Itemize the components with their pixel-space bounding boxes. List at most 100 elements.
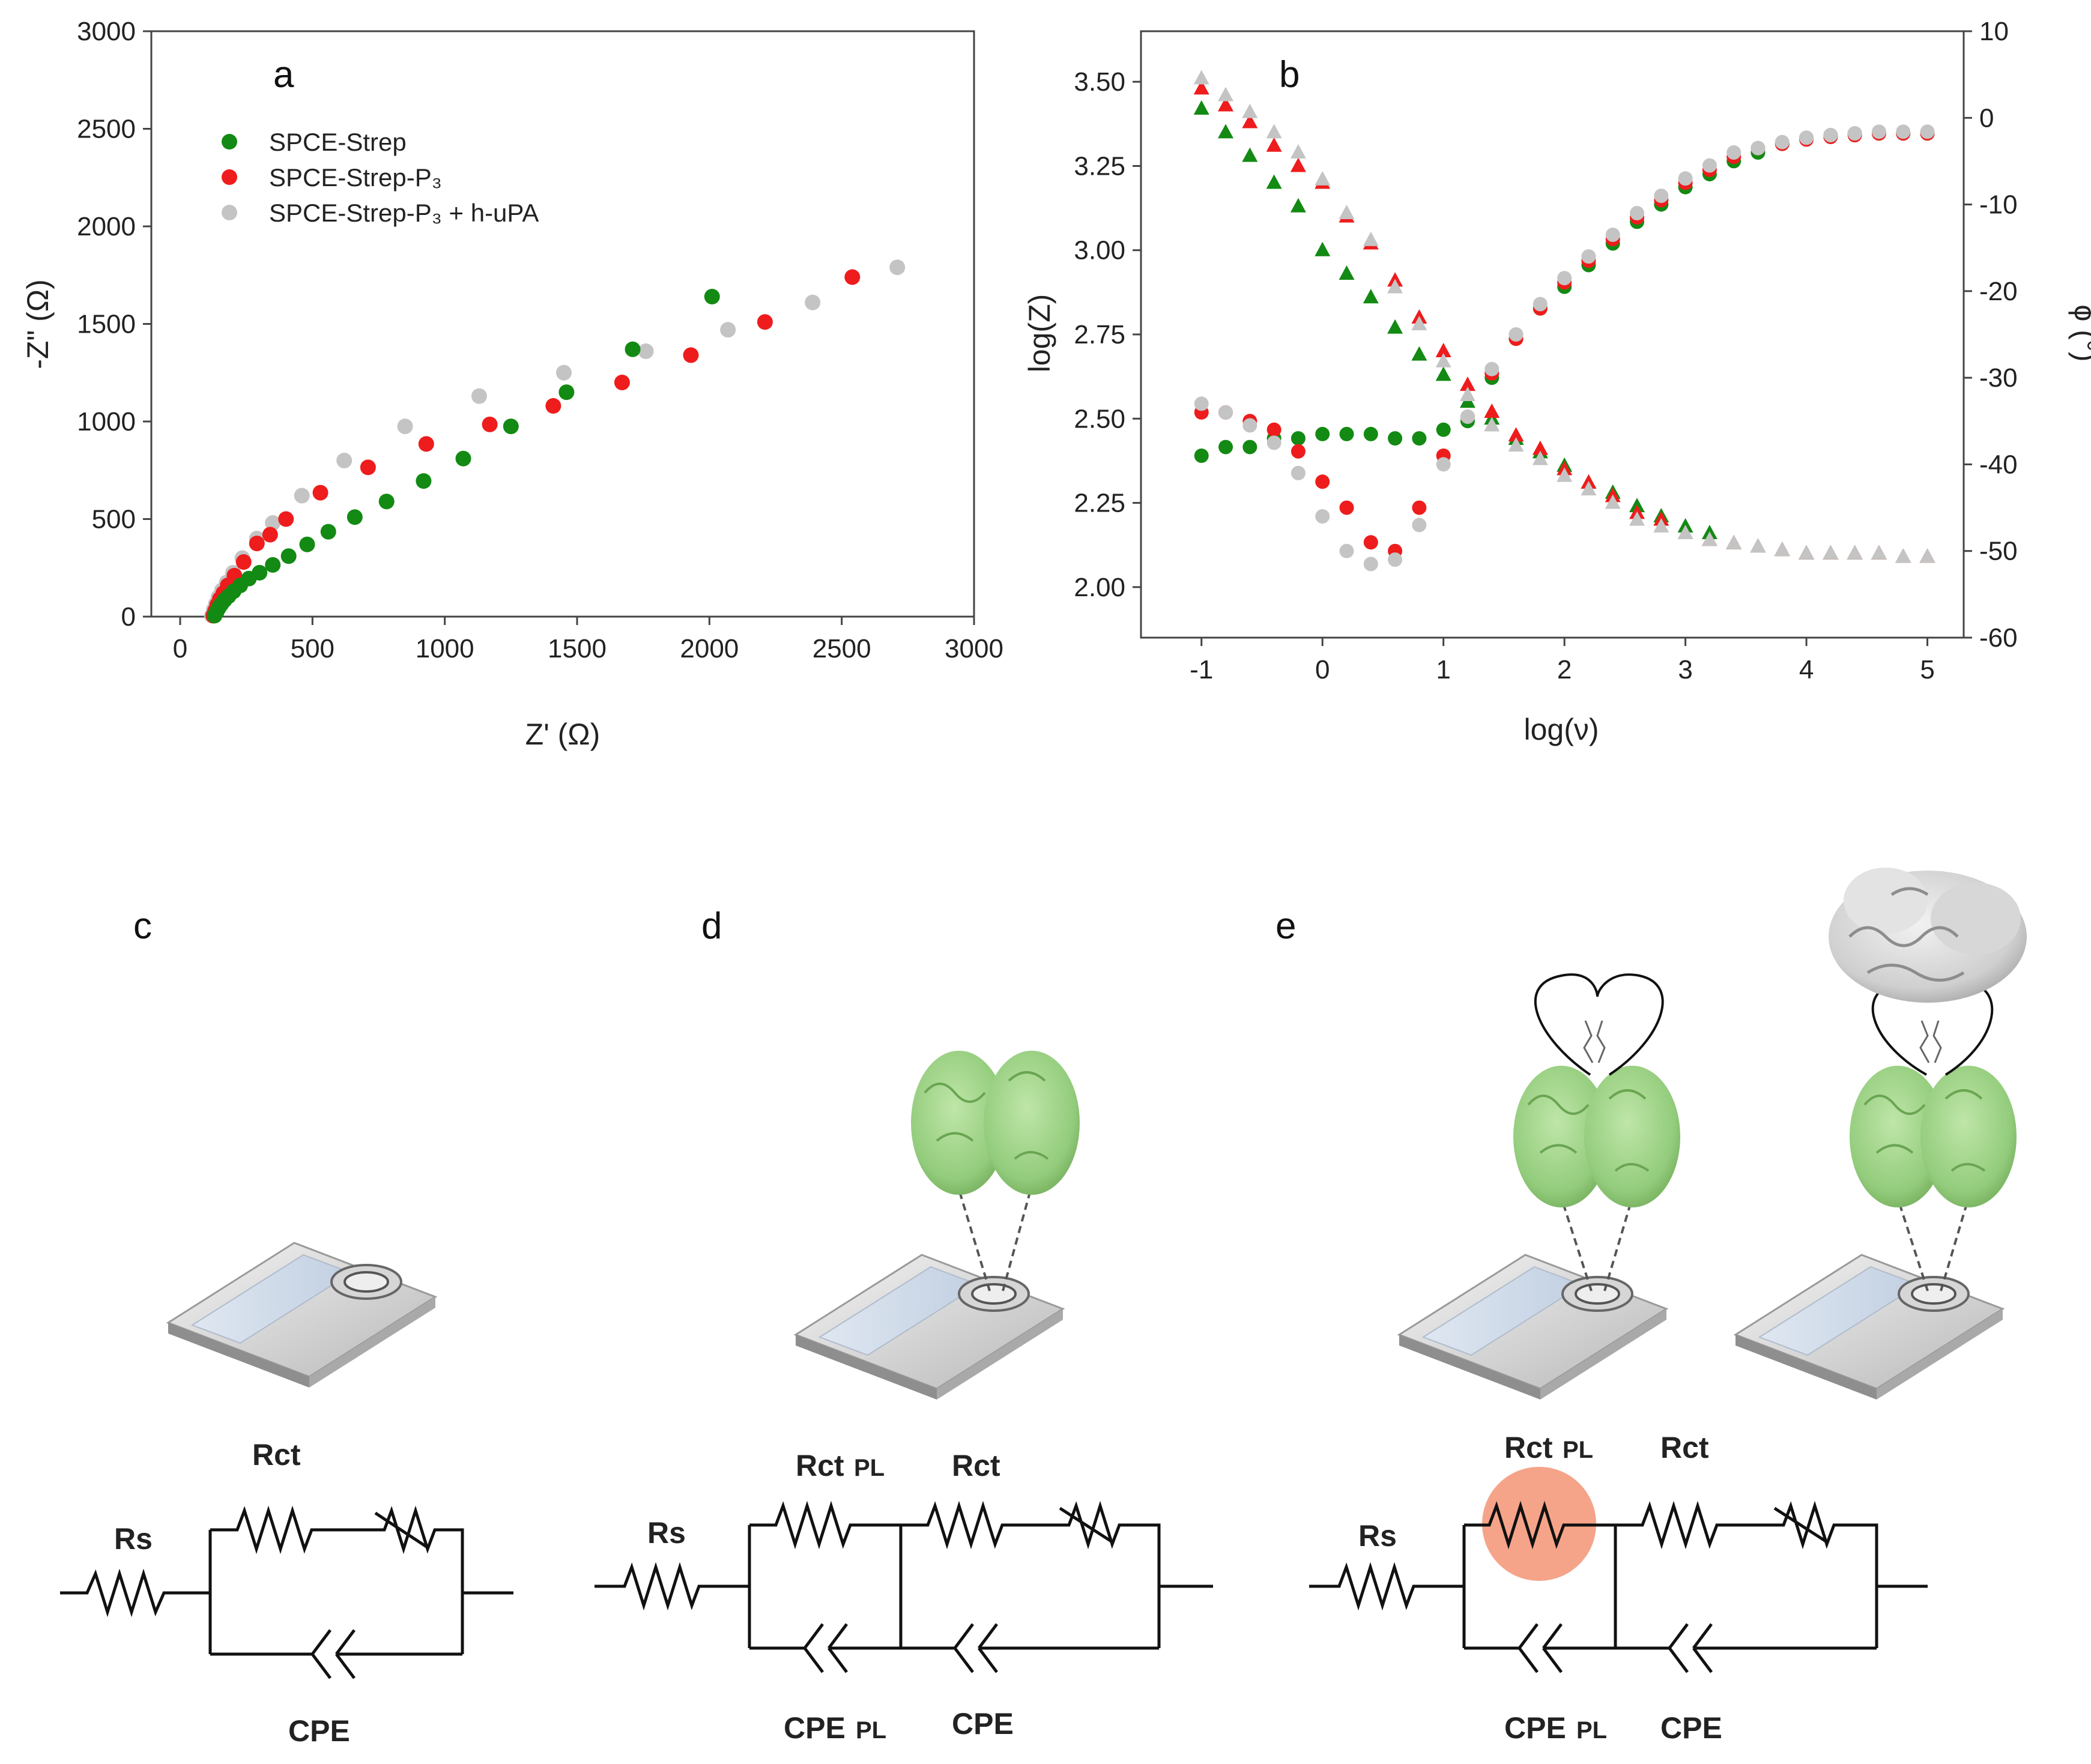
circle-p3	[1266, 422, 1282, 437]
circle-uPA	[1871, 124, 1886, 139]
point-uPA	[336, 453, 353, 468]
circle-uPA	[1775, 134, 1790, 150]
y-tick-label-a: 2500	[77, 115, 136, 144]
triangle-p3	[1532, 440, 1548, 455]
legend-marker-p3	[222, 169, 237, 185]
triangle-uPA	[1315, 171, 1331, 186]
triangle-strep	[1387, 319, 1403, 334]
point-uPA	[471, 388, 487, 404]
circle-uPA	[1218, 405, 1233, 420]
y-tick-label-b: 3.00	[1074, 236, 1125, 265]
point-uPA	[555, 364, 572, 381]
circle-p3	[1412, 500, 1427, 515]
triangle-uPA	[1242, 103, 1258, 118]
x-tick-label-a: 500	[291, 634, 334, 663]
point-strep	[299, 536, 315, 552]
circuit-e-rct-pl: Rct	[1504, 1431, 1553, 1464]
y2-tick-label-b: -60	[1979, 623, 2018, 653]
x-tick-label-a: 3000	[945, 634, 1003, 663]
panel-label-d: d	[701, 905, 722, 947]
point-p3	[683, 347, 699, 363]
x-tick-label-a: 1500	[548, 634, 607, 663]
triangle-uPA	[1774, 542, 1790, 557]
electrode-strip-d	[793, 1254, 1065, 1400]
circle-strep	[1218, 439, 1233, 455]
triangle-uPA	[1532, 450, 1548, 465]
circuit-e: Rs Rct PL Rct CPE PL CPE	[1309, 1431, 1928, 1745]
plot-frame-b	[1140, 30, 1965, 639]
nyquist-chart: 0 500 1000 1500 2000 2500 3000 0 500 1000 1500 2000…	[21, 17, 1003, 751]
x-tick-label-b: 5	[1920, 655, 1934, 684]
y-tick-label-b: 2.00	[1074, 573, 1125, 602]
triangle-uPA	[1750, 538, 1766, 553]
circuit-e-cpe-pl: CPE	[1504, 1711, 1566, 1745]
y-tick-label-b: 2.75	[1074, 320, 1125, 349]
triangle-uPA	[1484, 417, 1500, 432]
peptide-loop-e1	[1534, 973, 1664, 1076]
circle-uPA	[1726, 145, 1741, 160]
streptavidin-peptide-upa-e2	[1829, 868, 2027, 1291]
x-tick-label-a: 2500	[812, 634, 871, 663]
x-tick-label-b: 0	[1315, 655, 1330, 684]
point-p3	[757, 314, 773, 330]
circle-uPA	[1533, 297, 1548, 312]
h-upa-protein	[1829, 868, 2027, 1003]
triangle-p3	[1435, 343, 1451, 358]
circle-strep	[1315, 426, 1330, 441]
circle-uPA	[1799, 130, 1814, 145]
circle-uPA	[1630, 206, 1645, 220]
circuit-c: Rs Rct CPE	[60, 1438, 513, 1748]
circle-uPA	[1823, 128, 1838, 143]
circle-uPA	[1388, 552, 1403, 567]
point-p3	[844, 269, 861, 285]
circle-strep	[1242, 439, 1257, 455]
legend-a: SPCE-Strep SPCE-Strep-P₃ SPCE-Strep-P₃ +…	[222, 128, 539, 227]
x-axis-label-b: log(ν)	[1524, 713, 1599, 746]
triangle-uPA	[1895, 548, 1911, 563]
point-p3	[545, 398, 561, 414]
x-tick-label-b: 2	[1557, 655, 1572, 684]
x-tick-label-a: 2000	[680, 634, 739, 663]
streptavidin-protein-d	[911, 1051, 1080, 1291]
circle-p3	[1363, 535, 1378, 550]
circuit-e-wires	[1309, 1500, 1928, 1650]
legend-marker-upa	[222, 205, 237, 220]
triangle-uPA	[1629, 511, 1645, 526]
point-p3	[312, 485, 328, 501]
circle-uPA	[1678, 171, 1693, 186]
triangle-strep	[1363, 289, 1379, 304]
x-axis-label-a: Z' (Ω)	[525, 717, 601, 751]
triangle-strep	[1339, 265, 1355, 280]
triangle-strep	[1193, 100, 1209, 115]
circle-strep	[1388, 431, 1403, 446]
point-strep	[346, 509, 363, 525]
circuit-e-rct-pl-sub: PL	[1563, 1437, 1593, 1463]
y-tick-label-a: 2000	[77, 212, 136, 241]
circle-uPA	[1460, 409, 1475, 424]
circuit-c-wires	[60, 1505, 513, 1656]
triangle-strep	[1315, 241, 1331, 256]
panel-label-b: b	[1279, 54, 1300, 95]
triangle-p3	[1266, 137, 1282, 152]
triangle-uPA	[1605, 494, 1621, 509]
circuit-d-rs: Rs	[647, 1516, 686, 1550]
electrode-strip-e1	[1397, 1254, 1669, 1400]
circle-uPA	[1484, 361, 1499, 376]
circle-strep	[1291, 431, 1306, 446]
point-strep	[704, 289, 720, 304]
y-tick-label-b: 3.50	[1074, 67, 1125, 97]
circle-uPA	[1266, 435, 1282, 450]
cpe-symbols-e	[1518, 1623, 1713, 1673]
y-tick-label-b: 2.50	[1074, 404, 1125, 433]
circle-uPA	[1291, 465, 1306, 480]
legend-label-p3: SPCE-Strep-P₃	[269, 163, 442, 192]
circle-strep	[1412, 431, 1427, 446]
circuit-d-rct: Rct	[952, 1449, 1000, 1482]
point-strep	[503, 418, 519, 435]
circle-strep	[1363, 426, 1378, 441]
circuit-e-rct: Rct	[1660, 1431, 1709, 1464]
y-tick-label-b: 3.25	[1074, 151, 1125, 181]
y-axis-label-b: log(Z)	[1023, 294, 1056, 373]
bode-chart: -1 0 1 2 3 4 52.002.252.502.753.003.253.50-60-…	[1023, 17, 2091, 746]
